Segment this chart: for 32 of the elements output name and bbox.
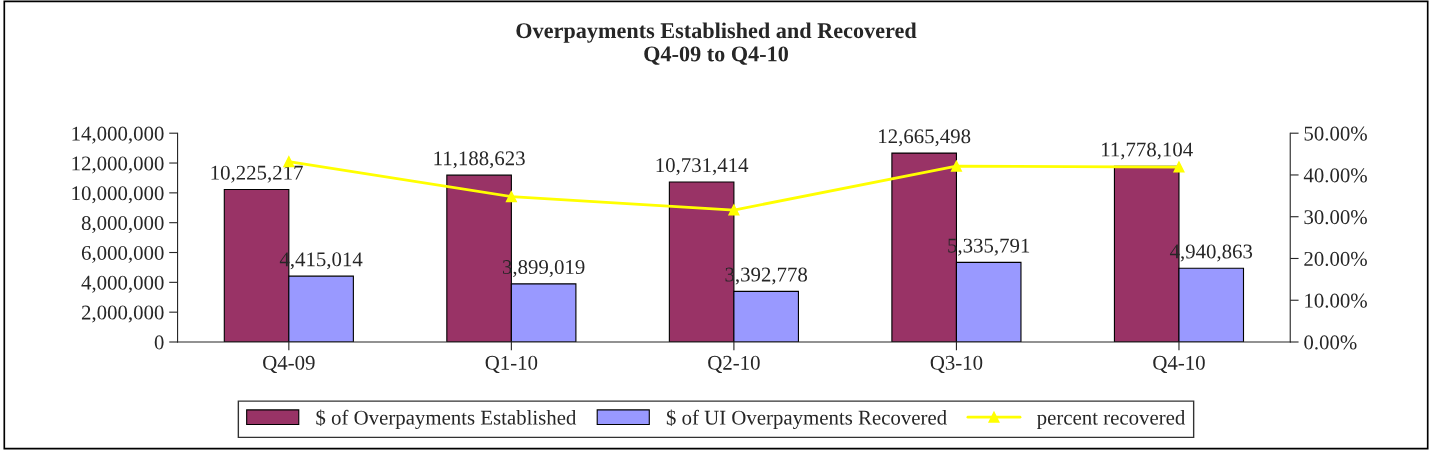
y-tick-label: 8,000,000: [81, 216, 164, 234]
y2-tick-label: 40.00%: [1303, 168, 1367, 183]
data-label: 12,665,498: [879, 129, 971, 147]
point: [728, 204, 740, 216]
legend-label: $ of UI Overpayments Recovered: [666, 409, 947, 429]
point: [1173, 161, 1185, 173]
x-tick-label: Q3-10: [930, 355, 983, 374]
y2-tick-label: 30.00%: [1304, 210, 1367, 225]
x-tick-label: Q2-10: [708, 355, 760, 374]
legend-label: $ of Overpayments Established: [316, 409, 577, 429]
y-tick-label: 6,000,000: [81, 245, 164, 263]
y-tick-label: 14,000,000: [72, 126, 164, 144]
legend-label: percent recovered: [1037, 410, 1186, 429]
point: [950, 160, 962, 172]
y2-tick-label: 20.00%: [1304, 251, 1367, 266]
data-label: 10,731,414: [656, 158, 749, 176]
y-tick-label: 10,000,000: [72, 186, 164, 204]
x-tick-label: Q4-10: [1153, 355, 1205, 374]
data-label: 11,778,104: [1102, 142, 1193, 160]
y2-tick-label: 10.00%: [1305, 293, 1367, 308]
chart-title: Overpayments Established and Recovered Q4-09 to Q4-10: [516, 22, 917, 65]
data-label: 10,225,217: [211, 165, 303, 183]
y-tick-label: 4,000,000: [81, 275, 164, 293]
point: [505, 191, 517, 203]
y-tick-label: 0: [154, 335, 164, 350]
y2-tick-label: 50.00%: [1304, 126, 1367, 141]
y-tick-label: 12,000,000: [72, 156, 164, 174]
x-tick-label: Q4-09: [263, 355, 315, 374]
y2-tick-label: 0.00%: [1304, 335, 1357, 350]
y-tick-label: 2,000,000: [81, 305, 164, 323]
data-label: 11,188,623: [434, 151, 525, 169]
x-tick-label: Q1-10: [485, 355, 538, 374]
